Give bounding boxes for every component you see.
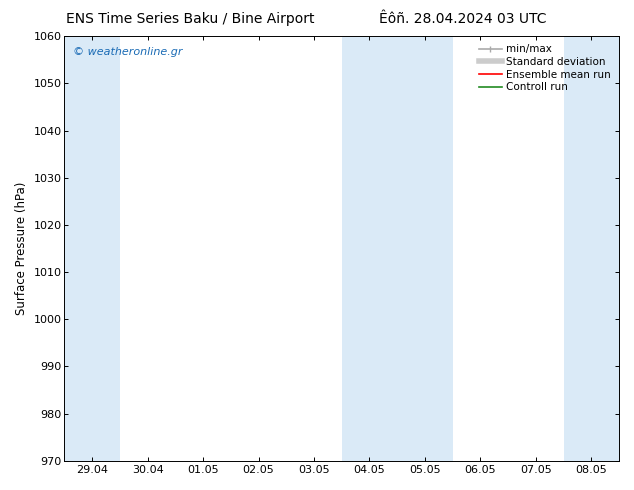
- Text: Êôñ. 28.04.2024 03 UTC: Êôñ. 28.04.2024 03 UTC: [379, 12, 547, 26]
- Bar: [342, 36, 453, 461]
- Text: ENS Time Series Baku / Bine Airport: ENS Time Series Baku / Bine Airport: [66, 12, 314, 26]
- Bar: [65, 36, 120, 461]
- Y-axis label: Surface Pressure (hPa): Surface Pressure (hPa): [15, 182, 28, 315]
- Bar: [564, 36, 619, 461]
- Text: © weatheronline.gr: © weatheronline.gr: [73, 47, 183, 57]
- Legend: min/max, Standard deviation, Ensemble mean run, Controll run: min/max, Standard deviation, Ensemble me…: [476, 41, 614, 96]
- Title: ENS Time Series Baku / Bine Airport      Êôñ. 28.04.2024 03 UTC: ENS Time Series Baku / Bine Airport Êôñ.…: [0, 489, 1, 490]
